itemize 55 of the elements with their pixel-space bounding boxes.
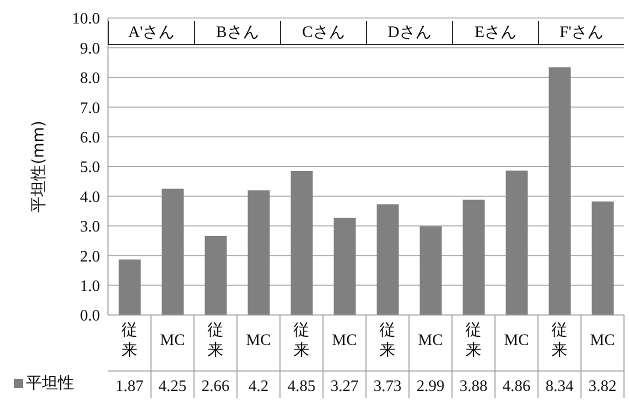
data-label: 3.82 xyxy=(588,378,616,395)
data-label: 3.73 xyxy=(374,378,402,395)
data-label: 4.25 xyxy=(158,378,186,395)
bar xyxy=(204,236,227,315)
data-label: 4.86 xyxy=(502,378,530,395)
x-tick-label: 従来 xyxy=(552,322,568,359)
x-tick-label: 従来 xyxy=(294,322,310,359)
bar xyxy=(462,200,485,315)
x-tick-label: MC xyxy=(418,332,443,349)
y-tick-label: 5.0 xyxy=(80,159,100,176)
bar xyxy=(162,188,184,315)
y-tick-label: 4.0 xyxy=(80,188,100,206)
y-tick-label: 1.0 xyxy=(80,278,100,295)
y-tick-label: 6.0 xyxy=(80,129,100,146)
y-axis-title: 平坦性(mm) xyxy=(28,120,48,212)
header-cell: Dさん xyxy=(366,20,452,45)
bar xyxy=(290,170,313,315)
header-cell: Bさん xyxy=(194,20,280,45)
data-label: 3.27 xyxy=(330,378,358,395)
header-cell: A'さん xyxy=(108,20,194,45)
x-tick-label: MC xyxy=(160,332,185,349)
header-cell: Eさん xyxy=(452,20,538,45)
data-label: 4.85 xyxy=(288,378,316,395)
bar xyxy=(420,226,442,315)
x-tick-label: 従来 xyxy=(466,322,482,359)
header-cell: Cさん xyxy=(280,20,366,45)
data-label: 4.2 xyxy=(248,378,268,395)
bar xyxy=(334,218,356,315)
x-tick-label: MC xyxy=(504,332,529,349)
data-label: 8.34 xyxy=(546,378,574,395)
bar xyxy=(548,67,571,315)
y-tick-label: 8.0 xyxy=(80,70,100,88)
x-tick-label: 従来 xyxy=(208,322,224,359)
y-tick-label: 3.0 xyxy=(80,218,100,236)
bar xyxy=(376,204,399,315)
bar xyxy=(592,202,614,315)
x-tick-label: MC xyxy=(246,332,271,349)
bar xyxy=(506,170,528,315)
y-tick-label: 9.0 xyxy=(80,40,100,58)
y-tick-label: 10.0 xyxy=(72,10,100,28)
data-label: 1.87 xyxy=(116,378,144,395)
x-tick-label: 従来 xyxy=(122,322,138,359)
x-tick-label: MC xyxy=(590,332,615,349)
data-label: 2.99 xyxy=(416,378,444,395)
bar xyxy=(118,259,141,315)
y-tick-label: 2.0 xyxy=(80,248,100,266)
legend-label: 平坦性 xyxy=(26,374,74,394)
data-label: 2.66 xyxy=(202,378,230,395)
x-tick-label: MC xyxy=(332,332,357,349)
header-cell: F'さん xyxy=(538,20,624,45)
y-tick-label: 7.0 xyxy=(80,100,100,117)
data-label: 3.88 xyxy=(460,378,488,395)
bar xyxy=(248,190,270,315)
y-tick-label: 0.0 xyxy=(80,308,100,325)
x-tick-label: 従来 xyxy=(380,322,396,359)
